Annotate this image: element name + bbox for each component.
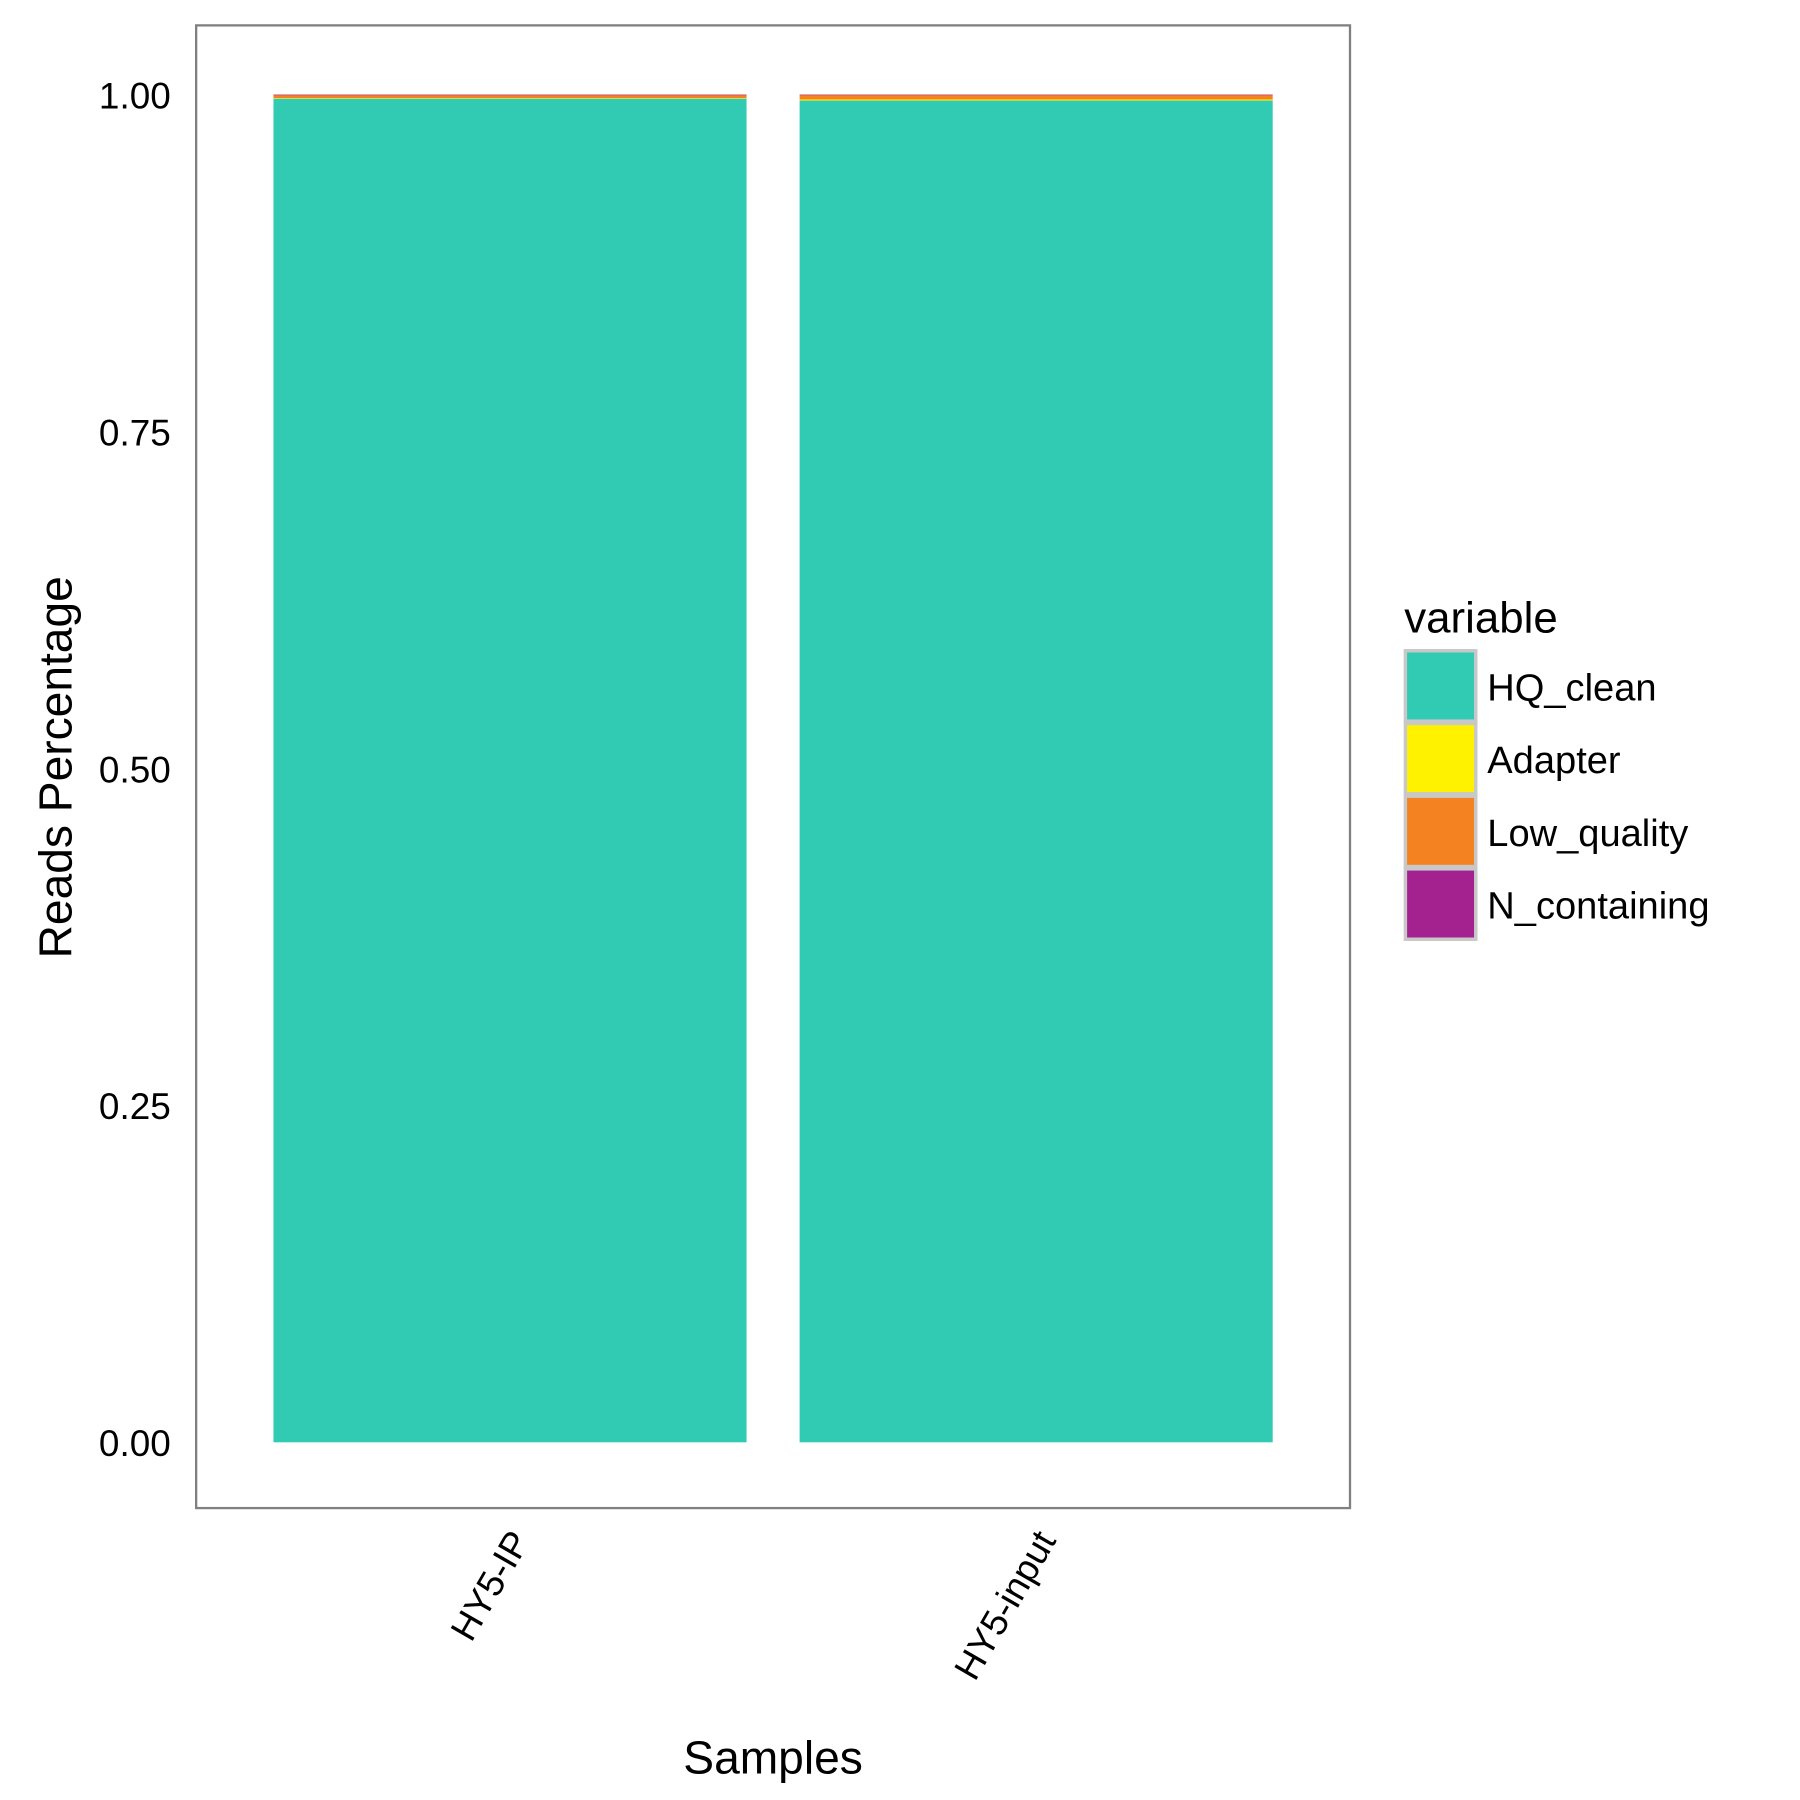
bar-segment-low_quality-hy5-input: [799, 94, 1273, 100]
y-axis-label: Reads Percentage: [30, 576, 82, 958]
legend-swatch-n_containing: [1403, 867, 1478, 941]
y-tick-label: 0.25: [99, 1086, 171, 1127]
bar-segment-low_quality-hy5-ip: [273, 94, 747, 99]
legend-label: HQ_clean: [1487, 667, 1656, 709]
bar-segment-hq_clean-hy5-ip: [273, 98, 747, 1443]
y-tick-label: 0.50: [99, 749, 171, 790]
legend-label: Low_quality: [1487, 813, 1688, 855]
legend-label: Adapter: [1487, 740, 1621, 782]
bar-segment-adapter-hy5-ip: [273, 98, 747, 99]
legend-swatch-low_quality: [1403, 794, 1478, 869]
y-tick-label: 1.00: [99, 75, 171, 116]
x-tick-label: HY5-input: [946, 1524, 1064, 1687]
legend-swatch-adapter: [1403, 721, 1478, 796]
x-tick-label: HY5-IP: [443, 1524, 538, 1648]
legend-label: N_containing: [1487, 885, 1709, 927]
x-axis-label: Samples: [683, 1731, 863, 1783]
legend-swatch-hq_clean: [1403, 649, 1478, 723]
bar-segment-hq_clean-hy5-input: [799, 100, 1273, 1443]
bar-segment-n_containing-hy5-input: [799, 94, 1273, 96]
y-tick-label: 0.75: [99, 412, 171, 453]
bar-segment-n_containing-hy5-ip: [273, 94, 747, 96]
legend-title: variable: [1404, 593, 1557, 642]
y-tick-label: 0.00: [99, 1423, 171, 1464]
bar-segment-adapter-hy5-input: [799, 99, 1273, 101]
